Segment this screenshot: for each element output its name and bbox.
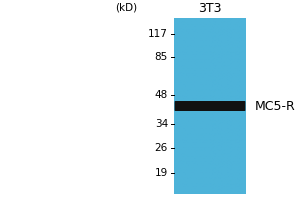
Text: (kD): (kD): [115, 3, 137, 13]
Text: 117: 117: [148, 29, 168, 39]
Text: 48: 48: [155, 90, 168, 100]
FancyBboxPatch shape: [175, 101, 245, 111]
Text: MC5-R: MC5-R: [255, 99, 296, 112]
Text: 85: 85: [155, 52, 168, 62]
Text: 34: 34: [155, 119, 168, 129]
Text: 26: 26: [155, 143, 168, 153]
Text: 3T3: 3T3: [198, 1, 222, 15]
Text: 19: 19: [155, 168, 168, 178]
